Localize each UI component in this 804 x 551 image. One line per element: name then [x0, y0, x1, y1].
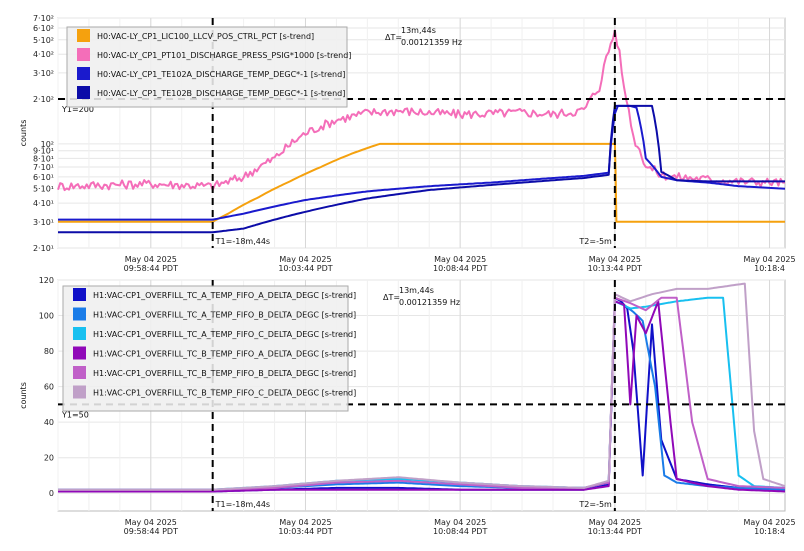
panel-2-y-tick-label: 20	[44, 454, 54, 463]
panel-1-legend-label-1: H0:VAC-LY_CP1_LIC100_LLCV_POS_CTRL_PCT […	[97, 32, 314, 41]
panel-1-legend-swatch-1	[77, 29, 90, 42]
panel-1-legend-label-3: H0:VAC-LY_CP1_TE102A_DISCHARGE_TEMP_DEGC…	[97, 70, 345, 79]
panel-2-cursor-y1-label: Y1=50	[61, 410, 89, 419]
panel-1-legend-swatch-3	[77, 67, 90, 80]
panel-1-cursor-t1-label: T1=-18m,44s	[215, 237, 270, 246]
panel-2-legend-box	[62, 285, 349, 412]
panel-1-series-line-3	[58, 104, 786, 221]
panel-1-x-tick-label-date: May 04 2025	[743, 255, 795, 264]
panel-2-legend-swatch-4	[73, 346, 86, 360]
panel-2-legend-swatch-1	[73, 288, 86, 301]
panel-2-y-tick-label: 100	[39, 312, 54, 321]
panel-1-x-tick-label-date: May 04 2025	[434, 255, 486, 264]
panel-1-x-tick-label-time: 09:58:44 PDT	[124, 264, 178, 273]
panel-1-series-line-4	[58, 104, 785, 234]
panel-1-delta-prefix: ΔT=	[385, 33, 402, 42]
panel-1-cursor-t2-label: T2=-5m	[578, 237, 612, 246]
panel-1-y-tick-label: 2·10¹	[33, 244, 54, 253]
panel-2-cursor-t2-label: T2=-5m	[578, 500, 612, 509]
panel-1-y-tick-label: 9·10¹	[33, 147, 54, 156]
panel-1-legend-label-2: H0:VAC-LY_CP1_PT101_DISCHARGE_PRESS_PSIG…	[97, 51, 351, 60]
panel-2-y-tick-label: 80	[44, 347, 54, 356]
panel-2-y-tick-label: 40	[44, 418, 54, 427]
panel-1-y-tick-label: 3·10¹	[33, 218, 54, 227]
panel-2-delta-prefix: ΔT=	[383, 293, 400, 302]
panel-1-y-tick-label: 4·10²	[33, 50, 54, 59]
panel-2-x-tick-label-time: 10:13:44 PDT	[588, 527, 642, 536]
panel-1-x-tick-label-time: 10:03:44 PDT	[278, 264, 332, 273]
panel-1-x-tick-label-time: 10:13:44 PDT	[588, 264, 642, 273]
panel-2-x-tick-label-time: 10:03:44 PDT	[278, 527, 332, 536]
panel-1-delta-freq: 0.00121359 Hz	[401, 38, 462, 47]
panel-1-x-tick-label-date: May 04 2025	[279, 255, 331, 264]
panel-1-series-line-1	[58, 142, 785, 223]
panel-2-legend-label-5: H1:VAC-CP1_OVERFILL_TC_B_TEMP_FIFO_B_DEL…	[93, 369, 356, 378]
panel-2-x-tick-label-time: 10:08:44 PDT	[433, 527, 487, 536]
panel-1-y-tick-label: 6·10²	[33, 24, 54, 33]
panel-1-legend-swatch-4	[77, 86, 90, 99]
panel-1-y-tick-label: 4·10¹	[33, 199, 54, 208]
panel-2-legend-label-1: H1:VAC-CP1_OVERFILL_TC_A_TEMP_FIFO_A_DEL…	[93, 291, 356, 300]
panel-2-y-axis-label: counts	[19, 382, 28, 409]
panel-1-x-tick-label-time: 10:08:44 PDT	[433, 264, 487, 273]
panel-2-x-tick-label-date: May 04 2025	[125, 518, 177, 527]
panel-1-legend-box	[66, 26, 348, 108]
panel-2-delta-freq: 0.00121359 Hz	[399, 298, 460, 307]
panel-2-delta-time: 13m,44s	[399, 286, 434, 295]
panel-1-x-tick-label-time: 10:18:4	[754, 264, 785, 273]
panel-2-series-line-4	[58, 300, 786, 493]
panel-2-series-line-6	[58, 282, 786, 491]
panel-1-y-tick-label: 7·10¹	[33, 163, 54, 172]
panel-1-y-tick-label: 7·10²	[33, 14, 54, 23]
panel-1-delta-time: 13m,44s	[401, 26, 436, 35]
panel-2-legend-label-6: H1:VAC-CP1_OVERFILL_TC_B_TEMP_FIFO_C_DEL…	[93, 389, 356, 398]
panel-2-x-tick-label-date: May 04 2025	[279, 518, 331, 527]
panel-2-legend-swatch-6	[73, 385, 86, 399]
panel-1-y-tick-label: 8·10¹	[33, 154, 54, 163]
panel-2-x-tick-label-date: May 04 2025	[743, 518, 795, 527]
panel-2-y-tick-label: 0	[49, 489, 54, 498]
panel-2-y-tick-label: 60	[44, 383, 54, 392]
panel-2-x-tick-label-date: May 04 2025	[589, 518, 641, 527]
panel-1-x-tick-label-date: May 04 2025	[589, 255, 641, 264]
panel-1-y-tick-label: 10²	[41, 140, 54, 149]
panel-1-y-tick-label: 5·10²	[33, 36, 54, 45]
panel-2-legend-label-4: H1:VAC-CP1_OVERFILL_TC_B_TEMP_FIFO_A_DEL…	[93, 350, 356, 359]
panel-2-legend-label-3: H1:VAC-CP1_OVERFILL_TC_A_TEMP_FIFO_C_DEL…	[93, 330, 356, 339]
panel-2-legend-swatch-2	[73, 307, 86, 321]
panel-2-x-tick-label-time: 09:58:44 PDT	[124, 527, 178, 536]
panel-2-legend-swatch-5	[73, 366, 86, 379]
panel-1-y-tick-label: 3·10²	[33, 69, 54, 78]
panel-2-x-tick-label-time: 10:18:4	[754, 527, 785, 536]
panel-2-legend-label-2: H1:VAC-CP1_OVERFILL_TC_A_TEMP_FIFO_B_DEL…	[93, 311, 356, 320]
panel-1-legend-label-4: H0:VAC-LY_CP1_TE102B_DISCHARGE_TEMP_DEGC…	[97, 89, 345, 98]
panel-1-x-tick-label-date: May 04 2025	[125, 255, 177, 264]
panel-2-x-tick-label-date: May 04 2025	[434, 518, 486, 527]
panel-2-y-tick-label: 120	[39, 276, 54, 285]
panel-1-y-tick-label: 2·10²	[33, 95, 54, 104]
panel-2-legend-swatch-3	[73, 327, 86, 340]
panel-1-y-tick-label: 6·10¹	[33, 173, 54, 182]
panel-1-legend-swatch-2	[77, 48, 90, 61]
panel-1-y-axis-label: counts	[19, 120, 28, 147]
panel-2-cursor-t1-label: T1=-18m,44s	[215, 500, 270, 509]
panel-1-cursor-y1-label: Y1=200	[61, 105, 94, 114]
panel-1-y-tick-label: 5·10¹	[33, 185, 54, 194]
